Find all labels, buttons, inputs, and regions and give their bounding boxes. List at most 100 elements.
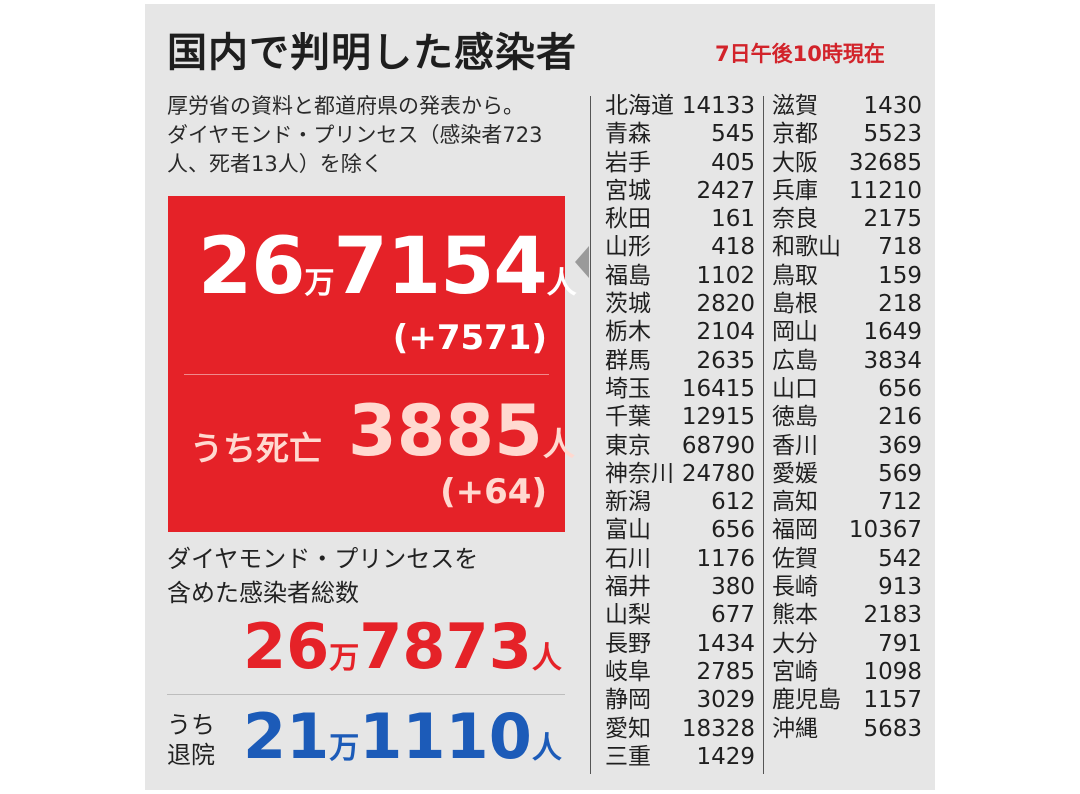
prefecture-count: 405	[711, 149, 755, 176]
prefecture-row: 沖縄 5683	[772, 715, 922, 743]
disch-rest: 1110	[359, 700, 532, 773]
prefecture-name: 山梨	[605, 602, 651, 629]
total-cases-delta: (+7571)	[392, 318, 547, 358]
prefecture-count: 791	[878, 630, 922, 657]
prefecture-row: 愛知 18328	[605, 715, 755, 743]
prefecture-row: 福岡 10367	[772, 516, 922, 544]
total-cases-value: 26万7154人	[198, 228, 577, 306]
prefecture-name: 富山	[605, 517, 651, 544]
table-mid-border	[763, 96, 764, 774]
prefecture-count: 12915	[681, 404, 755, 431]
prefecture-name: 京都	[772, 121, 818, 148]
source-line-1: 厚労省の資料と都道府県の発表から。	[167, 94, 524, 118]
prefecture-row: 茨城 2820	[605, 290, 755, 318]
prefecture-count: 656	[878, 375, 922, 402]
prefecture-row: 大阪 32685	[772, 149, 922, 177]
prefecture-name: 滋賀	[772, 93, 818, 119]
prefecture-name: 徳島	[772, 404, 818, 431]
prefecture-name: 長野	[605, 630, 651, 657]
prefecture-row: 大分 791	[772, 630, 922, 658]
prefecture-row: 東京 68790	[605, 432, 755, 460]
prefecture-name: 岩手	[605, 149, 651, 176]
prefecture-row: 秋田 161	[605, 205, 755, 233]
prefecture-row: 徳島 216	[772, 403, 922, 431]
prefecture-count: 2427	[696, 177, 755, 204]
prefecture-row: 鹿児島 1157	[772, 686, 922, 714]
prefecture-row: 和歌山 718	[772, 233, 922, 261]
prefecture-name: 群馬	[605, 347, 651, 374]
prefecture-count: 1176	[696, 545, 755, 572]
prefecture-row: 福井 380	[605, 573, 755, 601]
prefecture-column-right: 滋賀 1430 京都 5523 大阪 32685 兵庫 11210 奈良 2175 和歌山 718 鳥取…	[772, 92, 922, 743]
disch-man-unit: 万	[329, 731, 360, 766]
prefecture-row: 石川 1176	[605, 545, 755, 573]
prefecture-count: 1098	[863, 658, 922, 685]
prefecture-name: 埼玉	[605, 375, 651, 402]
deaths-value: 3885人	[348, 396, 575, 466]
dp-total-label-1: ダイヤモンド・プリンセスを	[167, 545, 479, 573]
prefecture-count: 2104	[696, 319, 755, 346]
prefecture-row: 山口 656	[772, 375, 922, 403]
prefecture-name: 広島	[772, 347, 818, 374]
prefecture-count: 218	[878, 291, 922, 318]
prefecture-row: 群馬 2635	[605, 347, 755, 375]
pointer-arrow	[575, 246, 589, 278]
prefecture-name: 秋田	[605, 206, 651, 233]
prefecture-count: 68790	[681, 432, 755, 459]
dp-total-label-2: 含めた感染者総数	[167, 579, 359, 607]
prefecture-row: 島根 218	[772, 290, 922, 318]
prefecture-row: 山形 418	[605, 233, 755, 261]
discharged-label-2: 退院	[167, 741, 215, 769]
prefecture-name: 青森	[605, 121, 651, 148]
prefecture-count: 14133	[681, 93, 755, 119]
prefecture-name: 沖縄	[772, 715, 818, 742]
prefecture-name: 宮城	[605, 177, 651, 204]
prefecture-row: 愛媛 569	[772, 460, 922, 488]
prefecture-count: 159	[878, 262, 922, 289]
prefecture-column-left: 北海道 14133 青森 545 岩手 405 宮城 2427 秋田 161 山形 418 福島 1102…	[605, 92, 755, 771]
prefecture-count: 2635	[696, 347, 755, 374]
prefecture-name: 福岡	[772, 517, 818, 544]
prefecture-row: 青森 545	[605, 120, 755, 148]
total-rest: 7154	[333, 222, 548, 312]
prefecture-count: 677	[711, 602, 755, 629]
prefecture-count: 2820	[696, 291, 755, 318]
prefecture-name: 愛知	[605, 715, 651, 742]
prefecture-row: 千葉 12915	[605, 403, 755, 431]
prefecture-name: 長崎	[772, 574, 818, 601]
total-cases-box: 26万7154人 (+7571) うち死亡 3885人 (+64)	[168, 196, 577, 532]
prefecture-row: 奈良 2175	[772, 205, 922, 233]
prefecture-count: 216	[878, 404, 922, 431]
prefecture-name: 山形	[605, 234, 651, 261]
prefecture-count: 3029	[696, 687, 755, 714]
prefecture-row: 宮城 2427	[605, 177, 755, 205]
prefecture-row: 富山 656	[605, 516, 755, 544]
page-title: 国内で判明した感染者	[167, 30, 577, 76]
prefecture-count: 656	[711, 517, 755, 544]
prefecture-row: 滋賀 1430	[772, 92, 922, 120]
dp-rest: 7873	[359, 610, 532, 683]
prefecture-row: 北海道 14133	[605, 92, 755, 120]
prefecture-row: 長野 1434	[605, 630, 755, 658]
prefecture-count: 5683	[863, 715, 922, 742]
prefecture-name: 香川	[772, 432, 818, 459]
dp-total-label: ダイヤモンド・プリンセスを 含めた感染者総数	[167, 542, 478, 610]
dp-unit: 人	[531, 641, 562, 676]
prefecture-row: 香川 369	[772, 432, 922, 460]
deaths-label: うち死亡	[190, 429, 322, 468]
prefecture-name: 鳥取	[772, 262, 818, 289]
prefecture-count: 913	[878, 574, 922, 601]
discharged-label: うち 退院	[167, 710, 215, 770]
prefecture-row: 熊本 2183	[772, 601, 922, 629]
prefecture-name: 大阪	[772, 149, 818, 176]
prefecture-count: 10367	[848, 517, 922, 544]
prefecture-row: 神奈川 24780	[605, 460, 755, 488]
prefecture-name: 栃木	[605, 319, 651, 346]
prefecture-name: 新潟	[605, 489, 651, 516]
prefecture-name: 奈良	[772, 206, 818, 233]
prefecture-count: 418	[711, 234, 755, 261]
deaths-unit: 人	[542, 425, 575, 463]
disch-unit: 人	[531, 731, 562, 766]
as-of-timestamp: 7日午後10時現在	[715, 42, 885, 66]
prefecture-count: 718	[878, 234, 922, 261]
